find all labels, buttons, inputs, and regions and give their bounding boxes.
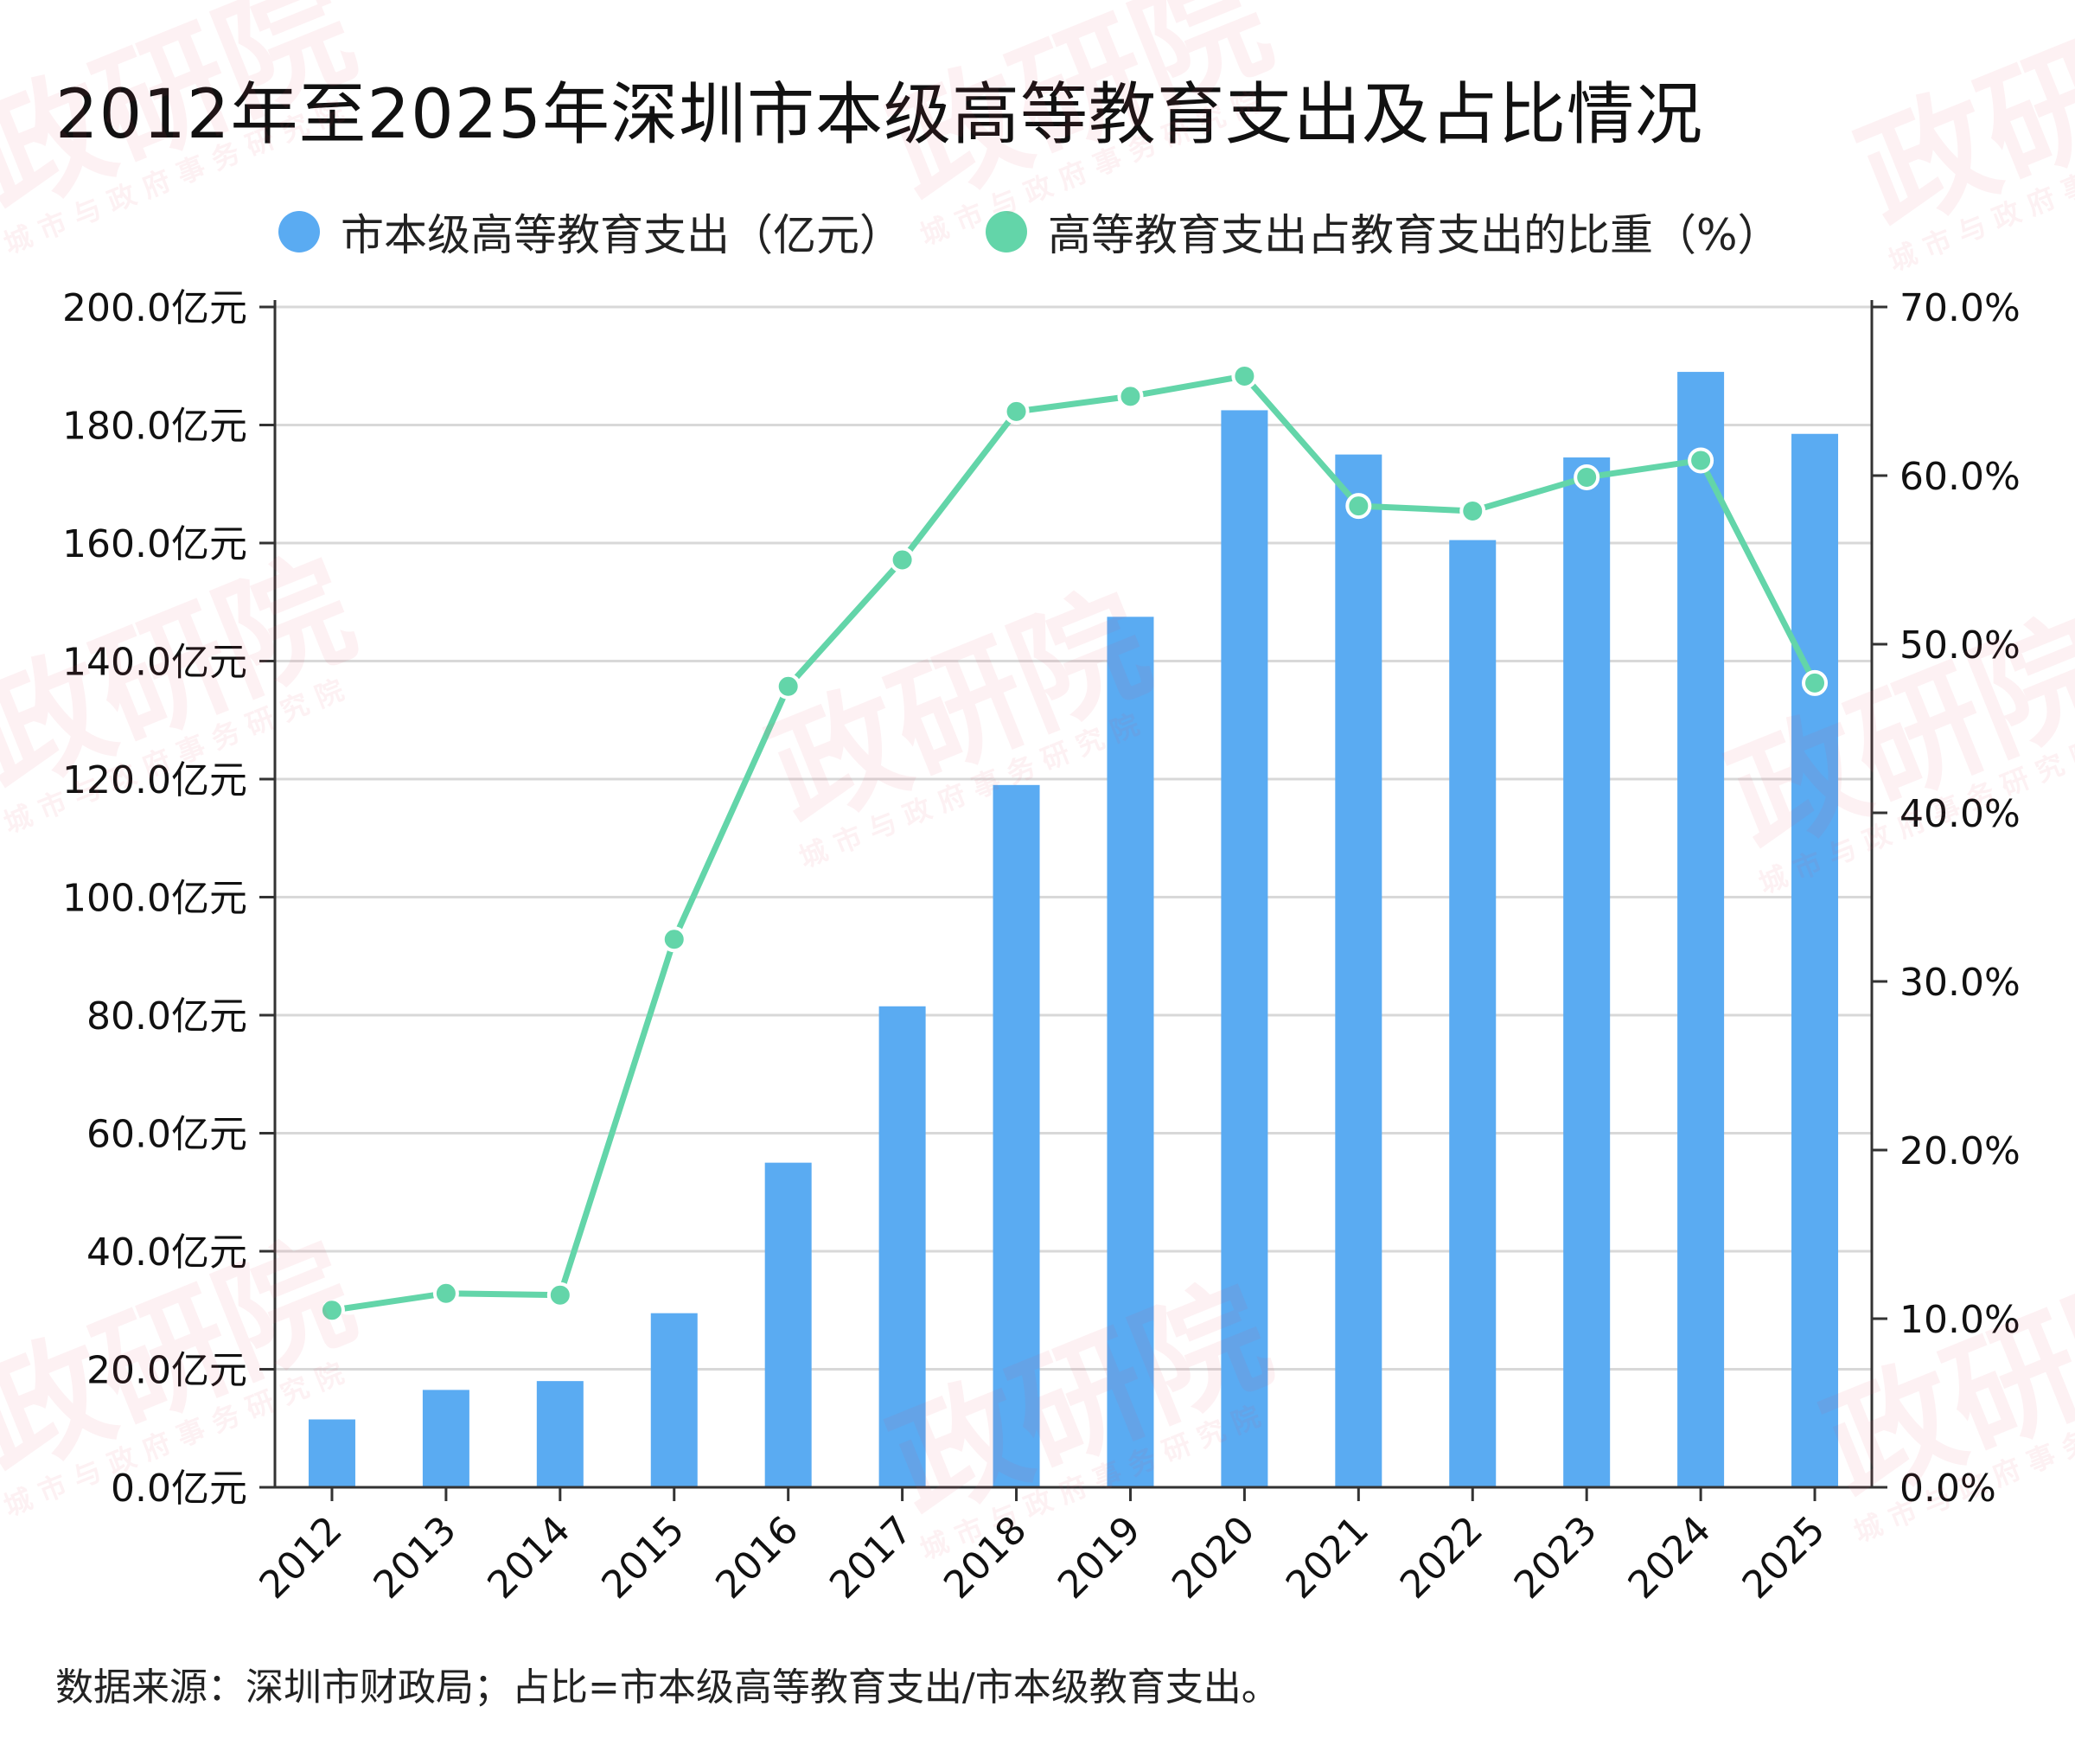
x-tick-label: 2015 [593,1508,693,1607]
x-tick-label: 2019 [1050,1508,1149,1607]
y-right-tick-label: 0.0% [1899,1467,1996,1511]
legend: 市本级高等教育支出（亿元） 高等教育支出占教育支出的比重（%） [0,201,2075,261]
line-path [331,373,1818,1313]
line-point [889,546,916,573]
bar [650,1313,698,1487]
x-tick-label: 2024 [1620,1508,1720,1607]
line-point [546,1281,573,1308]
bar [1791,433,1839,1487]
bar [993,784,1040,1487]
y-left-tick-label: 40.0亿元 [86,1230,247,1275]
y-right-tick-label: 40.0% [1899,792,2021,836]
x-tick-label: 2025 [1734,1508,1834,1607]
line-point [432,1280,459,1307]
line-point [1003,398,1030,425]
legend-label-bar: 市本级高等教育支出（亿元） [341,210,903,260]
x-tick-label: 2021 [1278,1508,1377,1607]
y-left-tick-label: 20.0亿元 [86,1349,247,1393]
x-tick-label: 2018 [935,1508,1035,1607]
legend-label-line: 高等教育支出占教育支出的比重（%） [1048,210,1781,260]
line-point [318,1297,345,1324]
y-left-tick-label: 180.0亿元 [62,405,247,449]
y-right-tick-label: 20.0% [1899,1129,2021,1173]
line-point [1117,383,1144,410]
y-right-tick-label: 50.0% [1899,623,2021,668]
bar [1221,410,1268,1487]
y-left-tick-label: 100.0亿元 [62,877,247,921]
bar [308,1419,355,1487]
bar [878,1006,926,1487]
x-tick-label: 2017 [821,1508,921,1607]
line-point [1802,669,1829,696]
x-tick-label: 2014 [479,1508,578,1607]
line-point [775,673,801,700]
line-point [1345,493,1372,520]
y-left-tick-label: 0.0亿元 [111,1467,247,1511]
line-point [1574,463,1600,490]
legend-swatch-line [986,211,1027,252]
y-right-tick-label: 10.0% [1899,1298,2021,1342]
bar [1449,540,1497,1487]
line-point [661,926,687,953]
line-point [1231,362,1258,389]
bar [1677,372,1725,1488]
chart-title: 2012年至2025年深圳市本级高等教育支出及占比情况 [55,76,1704,154]
x-tick-label: 2022 [1392,1508,1491,1607]
y-right-tick-label: 60.0% [1899,455,2021,499]
y-left-tick-label: 80.0亿元 [86,994,247,1039]
legend-item-line: 高等教育支出占教育支出的比重（%） [986,201,1781,263]
x-tick-label: 2012 [251,1508,350,1607]
bar [536,1381,584,1487]
x-tick-label: 2016 [707,1508,807,1607]
y-left-tick-label: 140.0亿元 [62,641,247,685]
line-point [1688,447,1714,474]
legend-item-bar: 市本级高等教育支出（亿元） [278,201,903,263]
x-tick-label: 2023 [1506,1508,1606,1607]
bar [1563,457,1611,1487]
y-left-tick-label: 120.0亿元 [62,758,247,802]
legend-swatch-bar [278,211,320,252]
y-left-tick-label: 200.0亿元 [62,286,247,330]
bar [1335,454,1382,1487]
bar [1107,617,1154,1487]
bar-series [308,372,1839,1488]
bar [422,1390,469,1487]
axes: 0.0亿元 20.0亿元 40.0亿元 60.0亿元 80.0亿元 100.0亿元 120.… [62,286,2021,1607]
chart-plot: 0.0亿元 20.0亿元 40.0亿元 60.0亿元 80.0亿元 100.0亿元 120.… [62,286,2021,1607]
source-note: 数据来源：深圳市财政局；占比=市本级高等教育支出/市本级教育支出。 [55,1665,1280,1710]
line-series [318,362,1829,1324]
y-right-tick-label: 70.0% [1899,286,2021,330]
y-left-tick-label: 60.0亿元 [86,1113,247,1157]
line-point [1459,497,1486,524]
y-right-tick-label: 30.0% [1899,961,2021,1005]
grid-lines [275,305,1872,1371]
y-left-tick-label: 160.0亿元 [62,522,247,566]
bar [764,1162,812,1487]
x-tick-label: 2020 [1164,1508,1263,1607]
x-tick-label: 2013 [365,1508,464,1607]
